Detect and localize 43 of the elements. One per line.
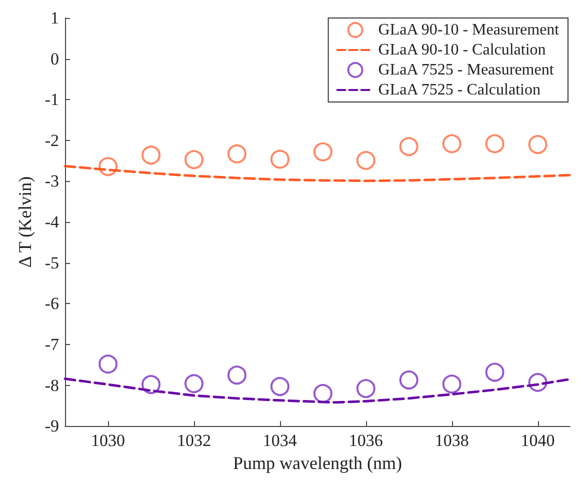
point — [356, 379, 376, 398]
point — [270, 150, 290, 169]
x-axis-title: Pump wavelength (nm) — [233, 453, 402, 473]
point — [399, 370, 418, 390]
legend-label: GLaA 90-10 - Measurement — [378, 22, 560, 38]
point — [528, 135, 548, 154]
y-tick-label: -8 — [44, 376, 60, 395]
x-tick-label: 1032 — [176, 431, 211, 450]
point — [227, 144, 246, 164]
point — [442, 374, 462, 394]
point — [184, 374, 204, 394]
x-tick-label: 1030 — [91, 431, 126, 450]
y-tick-label: 1 — [50, 8, 60, 28]
point — [356, 150, 376, 170]
point — [270, 377, 290, 396]
y-tick-label: -3 — [44, 172, 60, 191]
legend-label: GLaA 7525 - Calculation — [378, 82, 540, 98]
x-tick-label: 1036 — [348, 431, 383, 450]
y-tick-label: -7 — [44, 334, 60, 354]
point — [399, 137, 418, 156]
y-tick-label: -5 — [44, 253, 60, 272]
x-tick-label: 1040 — [520, 431, 555, 450]
y-tick-label: -4 — [44, 212, 60, 232]
point — [313, 142, 332, 162]
x-tick-label: 1034 — [262, 431, 298, 450]
point — [485, 362, 504, 382]
y-tick-label: 0 — [50, 49, 60, 68]
point — [142, 374, 161, 394]
point — [485, 134, 504, 154]
legend-label: GLaA 7525 - Measurement — [378, 62, 554, 78]
x-tick-label: 1038 — [434, 431, 469, 450]
y-tick-label: -1 — [44, 90, 60, 110]
point — [98, 354, 118, 374]
point — [142, 146, 161, 165]
point — [313, 384, 332, 403]
legend-label: GLaA 90-10 - Calculation — [378, 42, 546, 58]
point — [442, 134, 462, 154]
y-tick-label: -6 — [44, 294, 60, 314]
y-tick-label: -9 — [44, 416, 60, 436]
point — [227, 366, 246, 385]
point — [184, 150, 204, 170]
y-tick-label: -2 — [44, 130, 60, 150]
y-axis-title: Δ T (Kelvin) — [15, 176, 35, 268]
